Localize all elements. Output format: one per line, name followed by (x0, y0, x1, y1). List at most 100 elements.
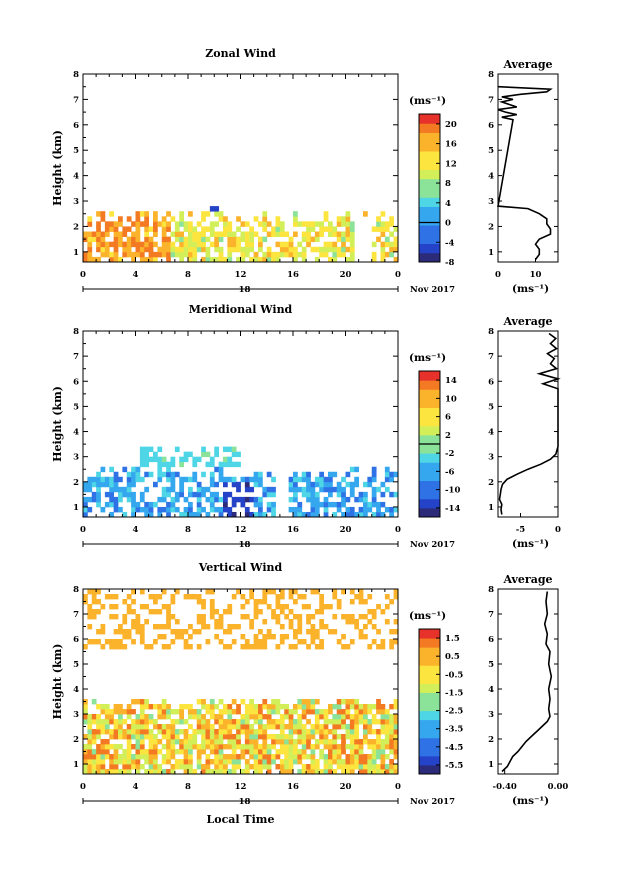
heatmap-cell (192, 709, 198, 715)
heatmap-cell (201, 604, 206, 610)
heatmap-cell (323, 501, 329, 508)
heatmap-cell (279, 744, 285, 750)
heatmap-cell (183, 221, 189, 227)
heatmap-cell (174, 764, 180, 770)
heatmap-cell (236, 759, 241, 765)
heatmap-cell (371, 639, 377, 645)
heatmap-cell (336, 704, 342, 710)
heatmap-cell (218, 739, 224, 745)
heatmap-cell (240, 231, 246, 237)
heatmap-cell (284, 769, 290, 775)
heatmap-cell (332, 739, 338, 745)
heatmap-cell (393, 594, 399, 600)
heatmap-cell (310, 481, 316, 488)
heatmap-cell (96, 221, 101, 227)
heatmap-cell (218, 466, 224, 473)
heatmap-cell (196, 614, 202, 620)
heatmap-cell (293, 724, 298, 730)
heatmap-cell (96, 471, 101, 478)
heatmap-cell (87, 729, 93, 735)
heatmap-cell (310, 749, 316, 755)
heatmap-cell (144, 754, 150, 760)
heatmap-cell (214, 734, 220, 740)
heatmap-cell (196, 629, 202, 635)
heatmap-cell (135, 769, 141, 775)
colorbar-tick-label: 14 (445, 376, 457, 386)
heatmap-cell (314, 744, 320, 750)
heatmap-cell (109, 614, 115, 620)
heatmap-cell (349, 251, 355, 258)
heatmap-cell (96, 704, 101, 710)
heatmap-cell (258, 599, 263, 605)
heatmap-cell (363, 714, 368, 720)
heatmap-cell (135, 744, 141, 750)
heatmap-cell (249, 246, 255, 253)
heatmap-cell (96, 476, 101, 483)
heatmap-cell (131, 466, 136, 473)
heatmap-cell (227, 236, 233, 243)
heatmap-cell (126, 476, 132, 483)
heatmap-cell (253, 744, 259, 750)
heatmap-cell (341, 739, 346, 745)
colorbar-swatch (419, 141, 440, 152)
heatmap-cell (153, 456, 158, 463)
heatmap-cell (380, 481, 386, 488)
heatmap-cell (371, 714, 377, 720)
heatmap-cell (236, 764, 241, 770)
heatmap-cell (258, 236, 263, 243)
heatmap-cell (389, 251, 395, 258)
heatmap-cell (244, 729, 250, 735)
heatmap-cell (196, 744, 202, 750)
heatmap-cell (367, 769, 373, 775)
heatmap-cell (332, 589, 338, 595)
heatmap-cell (183, 451, 189, 458)
heatmap-cell (341, 724, 346, 730)
heatmap-cell (288, 496, 294, 503)
heatmap-cell (209, 699, 215, 705)
heatmap-cell (153, 749, 158, 755)
heatmap-cell (297, 639, 303, 645)
heatmap-cell (126, 704, 132, 710)
heatmap-cell (266, 501, 272, 508)
heatmap-cell (161, 221, 167, 227)
heatmap-cell (227, 506, 233, 513)
heatmap-cell (109, 754, 115, 760)
heatmap-cell (301, 251, 307, 258)
colorbar-tick-label: -4 (445, 238, 455, 248)
heatmap-cell (253, 614, 259, 620)
heatmap-cell (258, 749, 263, 755)
heatmap-cell (293, 506, 298, 513)
heatmap-cell (336, 744, 342, 750)
heatmap-cell (223, 256, 228, 263)
avg-y-tick-label: 2 (488, 222, 494, 232)
colorbar-tick-label: -4.5 (445, 743, 463, 753)
heatmap-cell (323, 724, 329, 730)
heatmap-cell (354, 624, 360, 630)
heatmap-cell (345, 724, 351, 730)
heatmap-cell (345, 759, 351, 765)
heatmap-cell (170, 709, 176, 715)
heatmap-cell (284, 241, 290, 248)
heatmap-cell (205, 719, 211, 725)
heatmap-cell (323, 709, 329, 715)
heatmap-cell (363, 734, 368, 740)
heatmap-cell (104, 749, 110, 755)
heatmap-cell (380, 729, 386, 735)
date-day: 18 (239, 540, 251, 550)
heatmap-cell (236, 589, 241, 595)
heatmap-cell (240, 644, 246, 650)
heatmap-cell (183, 511, 189, 518)
heatmap-cell (231, 699, 237, 705)
heatmap-cell (345, 769, 351, 775)
heatmap-cell (336, 719, 342, 725)
heatmap-cell (358, 764, 364, 770)
heatmap-cell (389, 231, 395, 237)
heatmap-cell (166, 476, 171, 483)
heatmap-cell (126, 246, 132, 253)
heatmap-cell (266, 486, 272, 493)
heatmap-cell (293, 614, 298, 620)
heatmap-cell (284, 604, 290, 610)
heatmap-cell (205, 486, 211, 493)
heatmap-cell (328, 739, 333, 745)
